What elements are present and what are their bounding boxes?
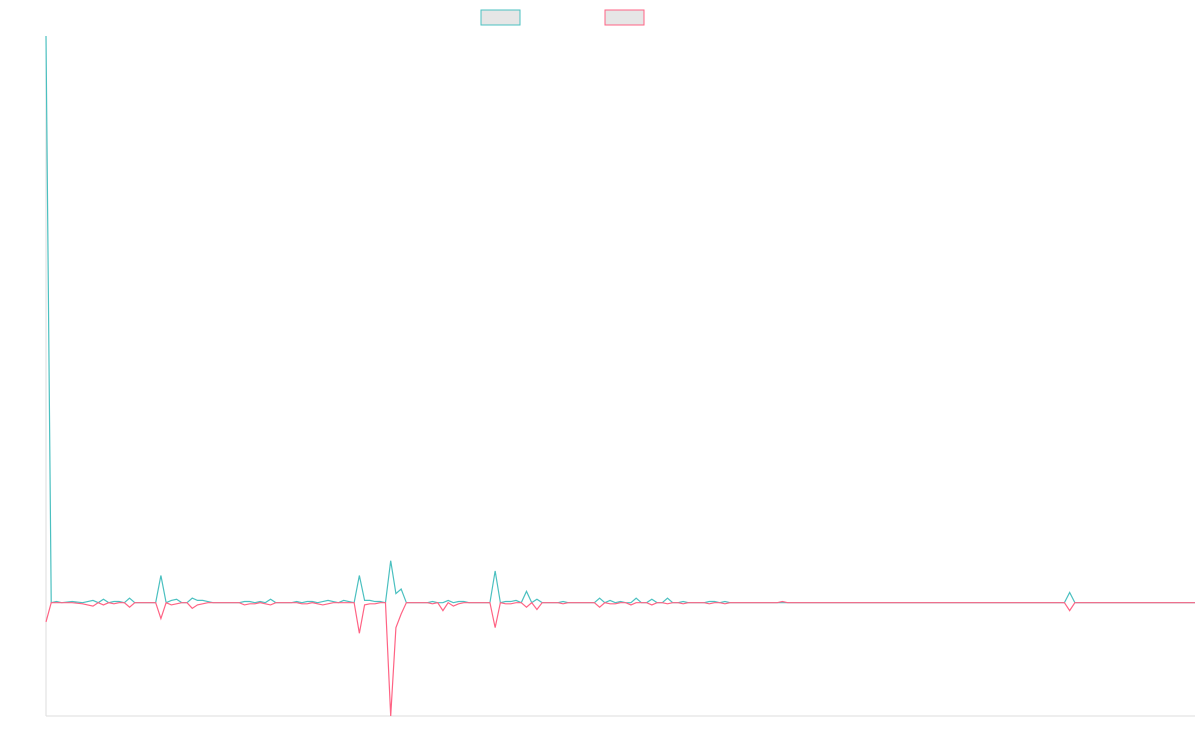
legend-swatch-series-a[interactable]: [480, 9, 521, 26]
axes: [45, 36, 1195, 717]
series-a-line[interactable]: [45, 35, 1195, 604]
legend[interactable]: [480, 9, 645, 26]
series-b-line[interactable]: [45, 600, 1195, 717]
series-layer: [45, 35, 1195, 717]
legend-swatch-series-b[interactable]: [604, 9, 645, 26]
